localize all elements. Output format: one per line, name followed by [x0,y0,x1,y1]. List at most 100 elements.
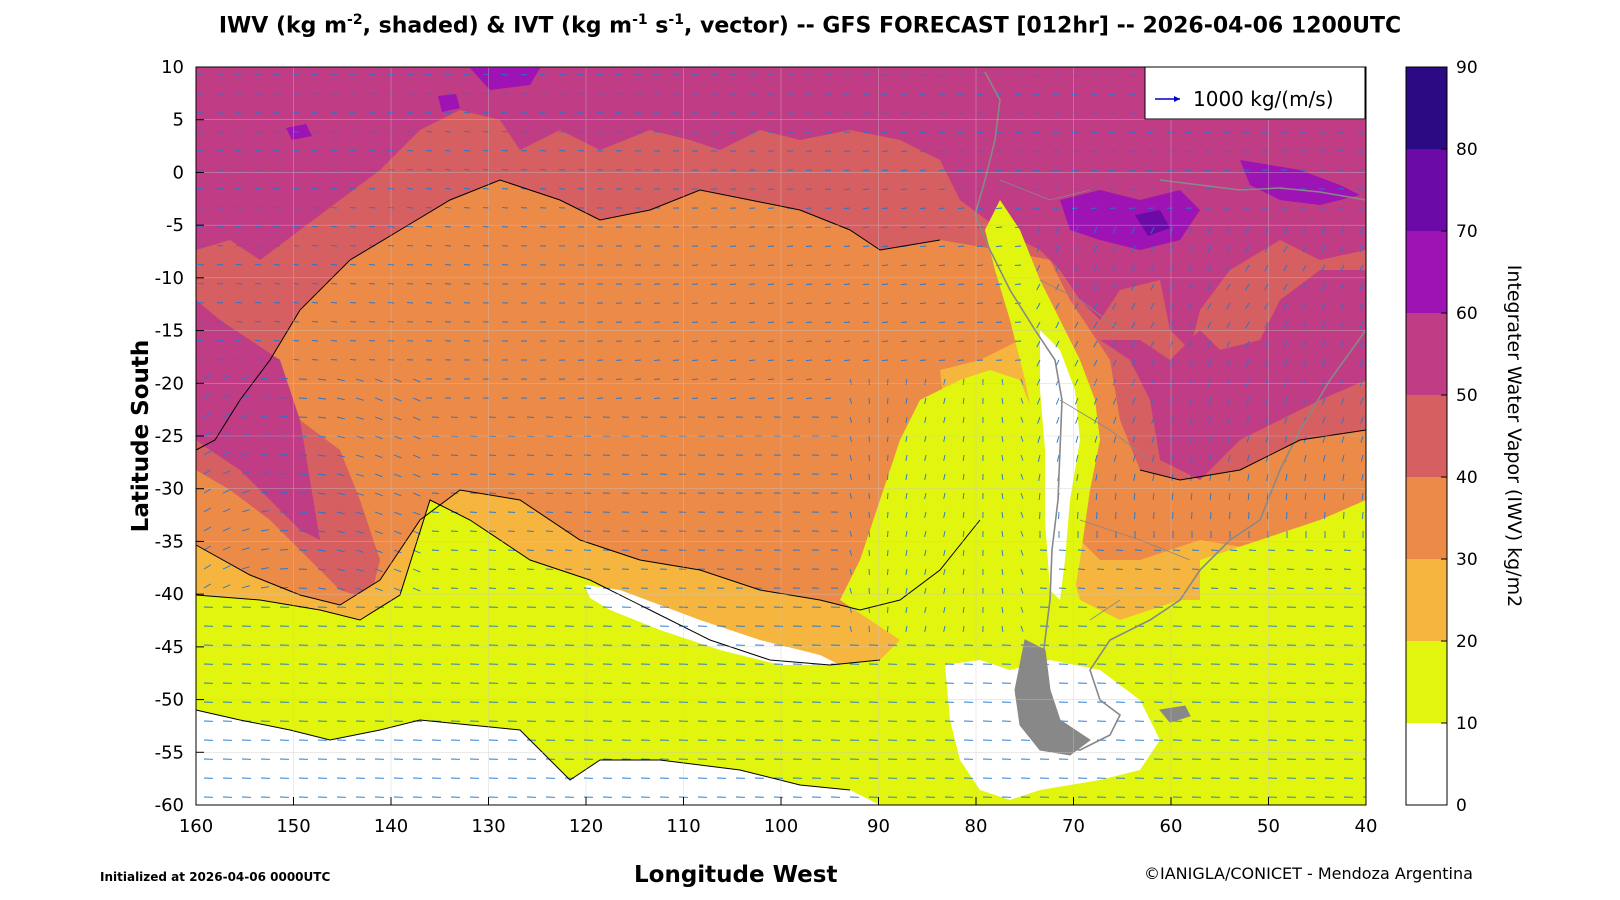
iwv-band-50-60-plume [196,300,320,540]
ivt-vector [824,264,832,267]
y-tick-label: -50 [155,690,184,711]
ivt-vector [919,188,927,191]
ivt-vector [349,149,357,152]
ivt-vector [1093,226,1098,234]
ivt-vector [1014,207,1022,210]
ivt-vector [943,454,946,461]
ivt-vector [1131,340,1136,348]
ivt-vector [425,111,433,114]
ivt-vector [444,187,452,190]
ivt-vector [406,245,414,247]
ivt-vector [900,207,908,210]
ivt-vector [1055,302,1060,310]
ivt-vector [482,73,490,76]
ivt-vector [1001,587,1004,594]
ivt-vector [311,206,319,209]
colorbar-segment [1406,67,1447,149]
ivt-vector [1131,359,1136,367]
ivt-vector [330,149,338,152]
ivt-vector [1094,454,1098,462]
ivt-vector [482,169,490,171]
ivt-vector [962,435,965,443]
ivt-vector [919,264,927,267]
ivt-vector [501,73,509,76]
ivt-vector [463,168,471,171]
ivt-vector [1226,283,1231,291]
ivt-vector [1020,473,1024,480]
ivt-vector [235,226,243,228]
iwv-band-60-70-a [1060,190,1200,250]
ivt-vector [938,321,946,323]
ivt-vector [976,93,984,95]
ivt-vector [374,549,383,554]
ivt-vector [1247,492,1250,501]
ivt-vector [1052,93,1060,96]
ivt-vector [1071,188,1079,190]
ivt-vector [938,302,946,304]
ivt-vector [1036,340,1041,348]
y-tick-label: -10 [155,268,184,289]
ivt-vector [1264,378,1269,386]
ivt-vector [1283,264,1288,272]
ivt-vector [1055,397,1060,405]
ivt-vector [862,359,870,362]
ivt-vector [962,549,965,557]
ivt-vector [254,225,262,228]
x-tick-label: 110 [666,816,700,837]
ivt-vector [1052,169,1060,172]
ivt-vector [1245,302,1250,310]
ivt-vector [1128,74,1136,77]
ivt-vector [786,340,794,343]
ivt-vector [1033,169,1041,172]
ivt-vector [406,168,414,171]
ivt-vector [1208,435,1212,443]
ivt-vector [1074,302,1079,310]
ivt-vector [444,149,452,152]
colorbar-tick-label: 60 [1456,304,1478,324]
ivt-vector [1112,359,1117,367]
ivt-vector [919,207,927,210]
ivt-vector [1055,283,1060,291]
ivt-vector [1169,302,1174,310]
ivt-vector [1150,340,1155,348]
ivt-vector [558,112,566,114]
ivt-vector [767,302,775,304]
ivt-vector [1283,359,1288,367]
contour-line [1139,429,1367,481]
ivt-vector [463,130,471,133]
ivt-vector [957,283,965,285]
ivt-vector [995,207,1003,210]
ivt-vector [748,359,756,362]
ivt-vector [292,263,300,266]
colorbar-segment [1406,641,1447,723]
ivt-vector [1055,340,1060,348]
ivt-vector [805,378,813,381]
ivt-vector [943,549,946,556]
ivt-vector [374,492,383,497]
ivt-vector [1036,226,1041,234]
ivt-vector [1226,397,1231,405]
ivt-vector [1052,131,1060,134]
ivt-vector [393,492,402,497]
ivt-vector [1226,378,1231,386]
ivt-vector [235,320,243,323]
ivt-vector [336,549,345,553]
ivt-vector [1074,340,1079,348]
ivt-vector [311,150,319,152]
ivt-vector [1020,454,1024,461]
ivt-vector [1036,359,1041,367]
ivt-vector [393,454,402,459]
ivt-vector [1264,264,1269,272]
ivt-vector [336,473,345,477]
ivt-vector [1207,359,1212,367]
ivt-vector [1150,302,1155,310]
ivt-vector [482,149,490,152]
ivt-vector [317,416,326,419]
ivt-vector [1152,473,1155,481]
ivt-vector [1359,283,1364,291]
ivt-vector [412,568,421,573]
ivt-vector [1033,131,1041,134]
ivt-vector [1245,245,1250,253]
ivt-vector [1341,435,1345,443]
ivt-vector [748,397,756,400]
